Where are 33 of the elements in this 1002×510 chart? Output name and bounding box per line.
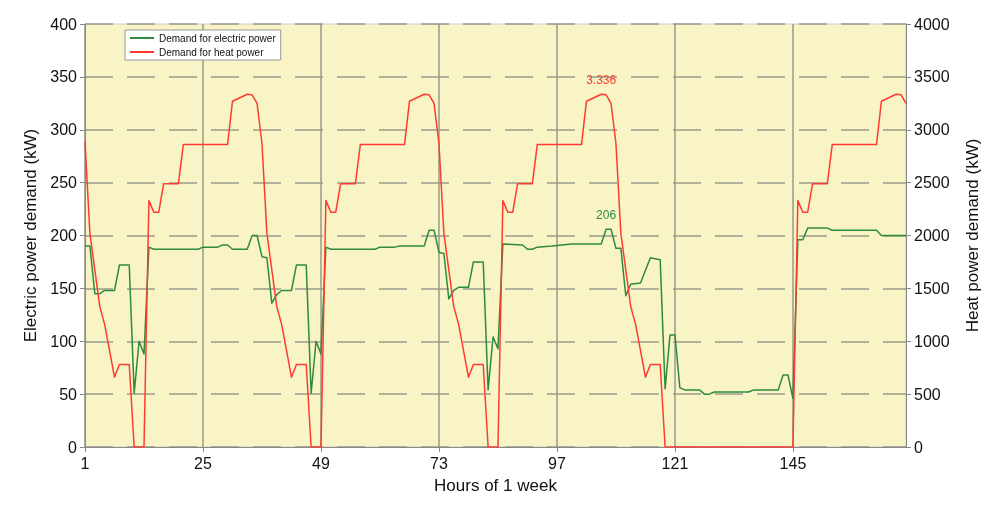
y-tick-label: 350 [50, 68, 78, 86]
y-tick-label: 250 [50, 174, 78, 192]
x-tick-label: 73 [430, 454, 448, 472]
y-tick-label: 0 [68, 438, 78, 456]
data-label: 3.336 [586, 73, 617, 88]
x-tick-label: 25 [194, 454, 212, 472]
y2-tick-label: 3000 [914, 121, 950, 139]
y-tick-label: 200 [50, 227, 78, 244]
y-tick-label: 50 [59, 385, 78, 403]
y-tick-label: 150 [50, 279, 78, 297]
data-label: 206 [596, 208, 617, 223]
legend-label: Demand for heat power [159, 46, 265, 58]
y2-axis-title: Heat power demand (kW) [963, 138, 982, 333]
line-series [84, 227, 907, 400]
y-tick-label: 400 [50, 15, 78, 33]
y-tick-label: 100 [50, 332, 78, 350]
y2-tick-label: 4000 [914, 15, 950, 33]
x-tick-label: 1 [80, 454, 90, 472]
y-axis-title: Electric power demand (kW) [21, 128, 40, 343]
y-tick-label: 300 [50, 121, 78, 139]
y2-tick-label: 500 [914, 385, 941, 403]
y2-tick-label: 1500 [914, 279, 950, 297]
x-tick-label: 121 [661, 454, 689, 472]
x-tick-label: 97 [548, 454, 566, 472]
x-tick-label: 145 [779, 454, 807, 472]
legend-label: Demand for electric power [159, 32, 277, 44]
y2-tick-label: 3500 [914, 68, 950, 86]
y2-tick-label: 1000 [914, 332, 950, 350]
y2-tick-label: 2000 [914, 227, 950, 244]
x-axis-title: Hours of 1 week [434, 476, 558, 495]
y2-tick-label: 2500 [914, 174, 950, 192]
x-tick-label: 49 [312, 454, 330, 472]
y2-tick-label: 0 [914, 438, 923, 456]
